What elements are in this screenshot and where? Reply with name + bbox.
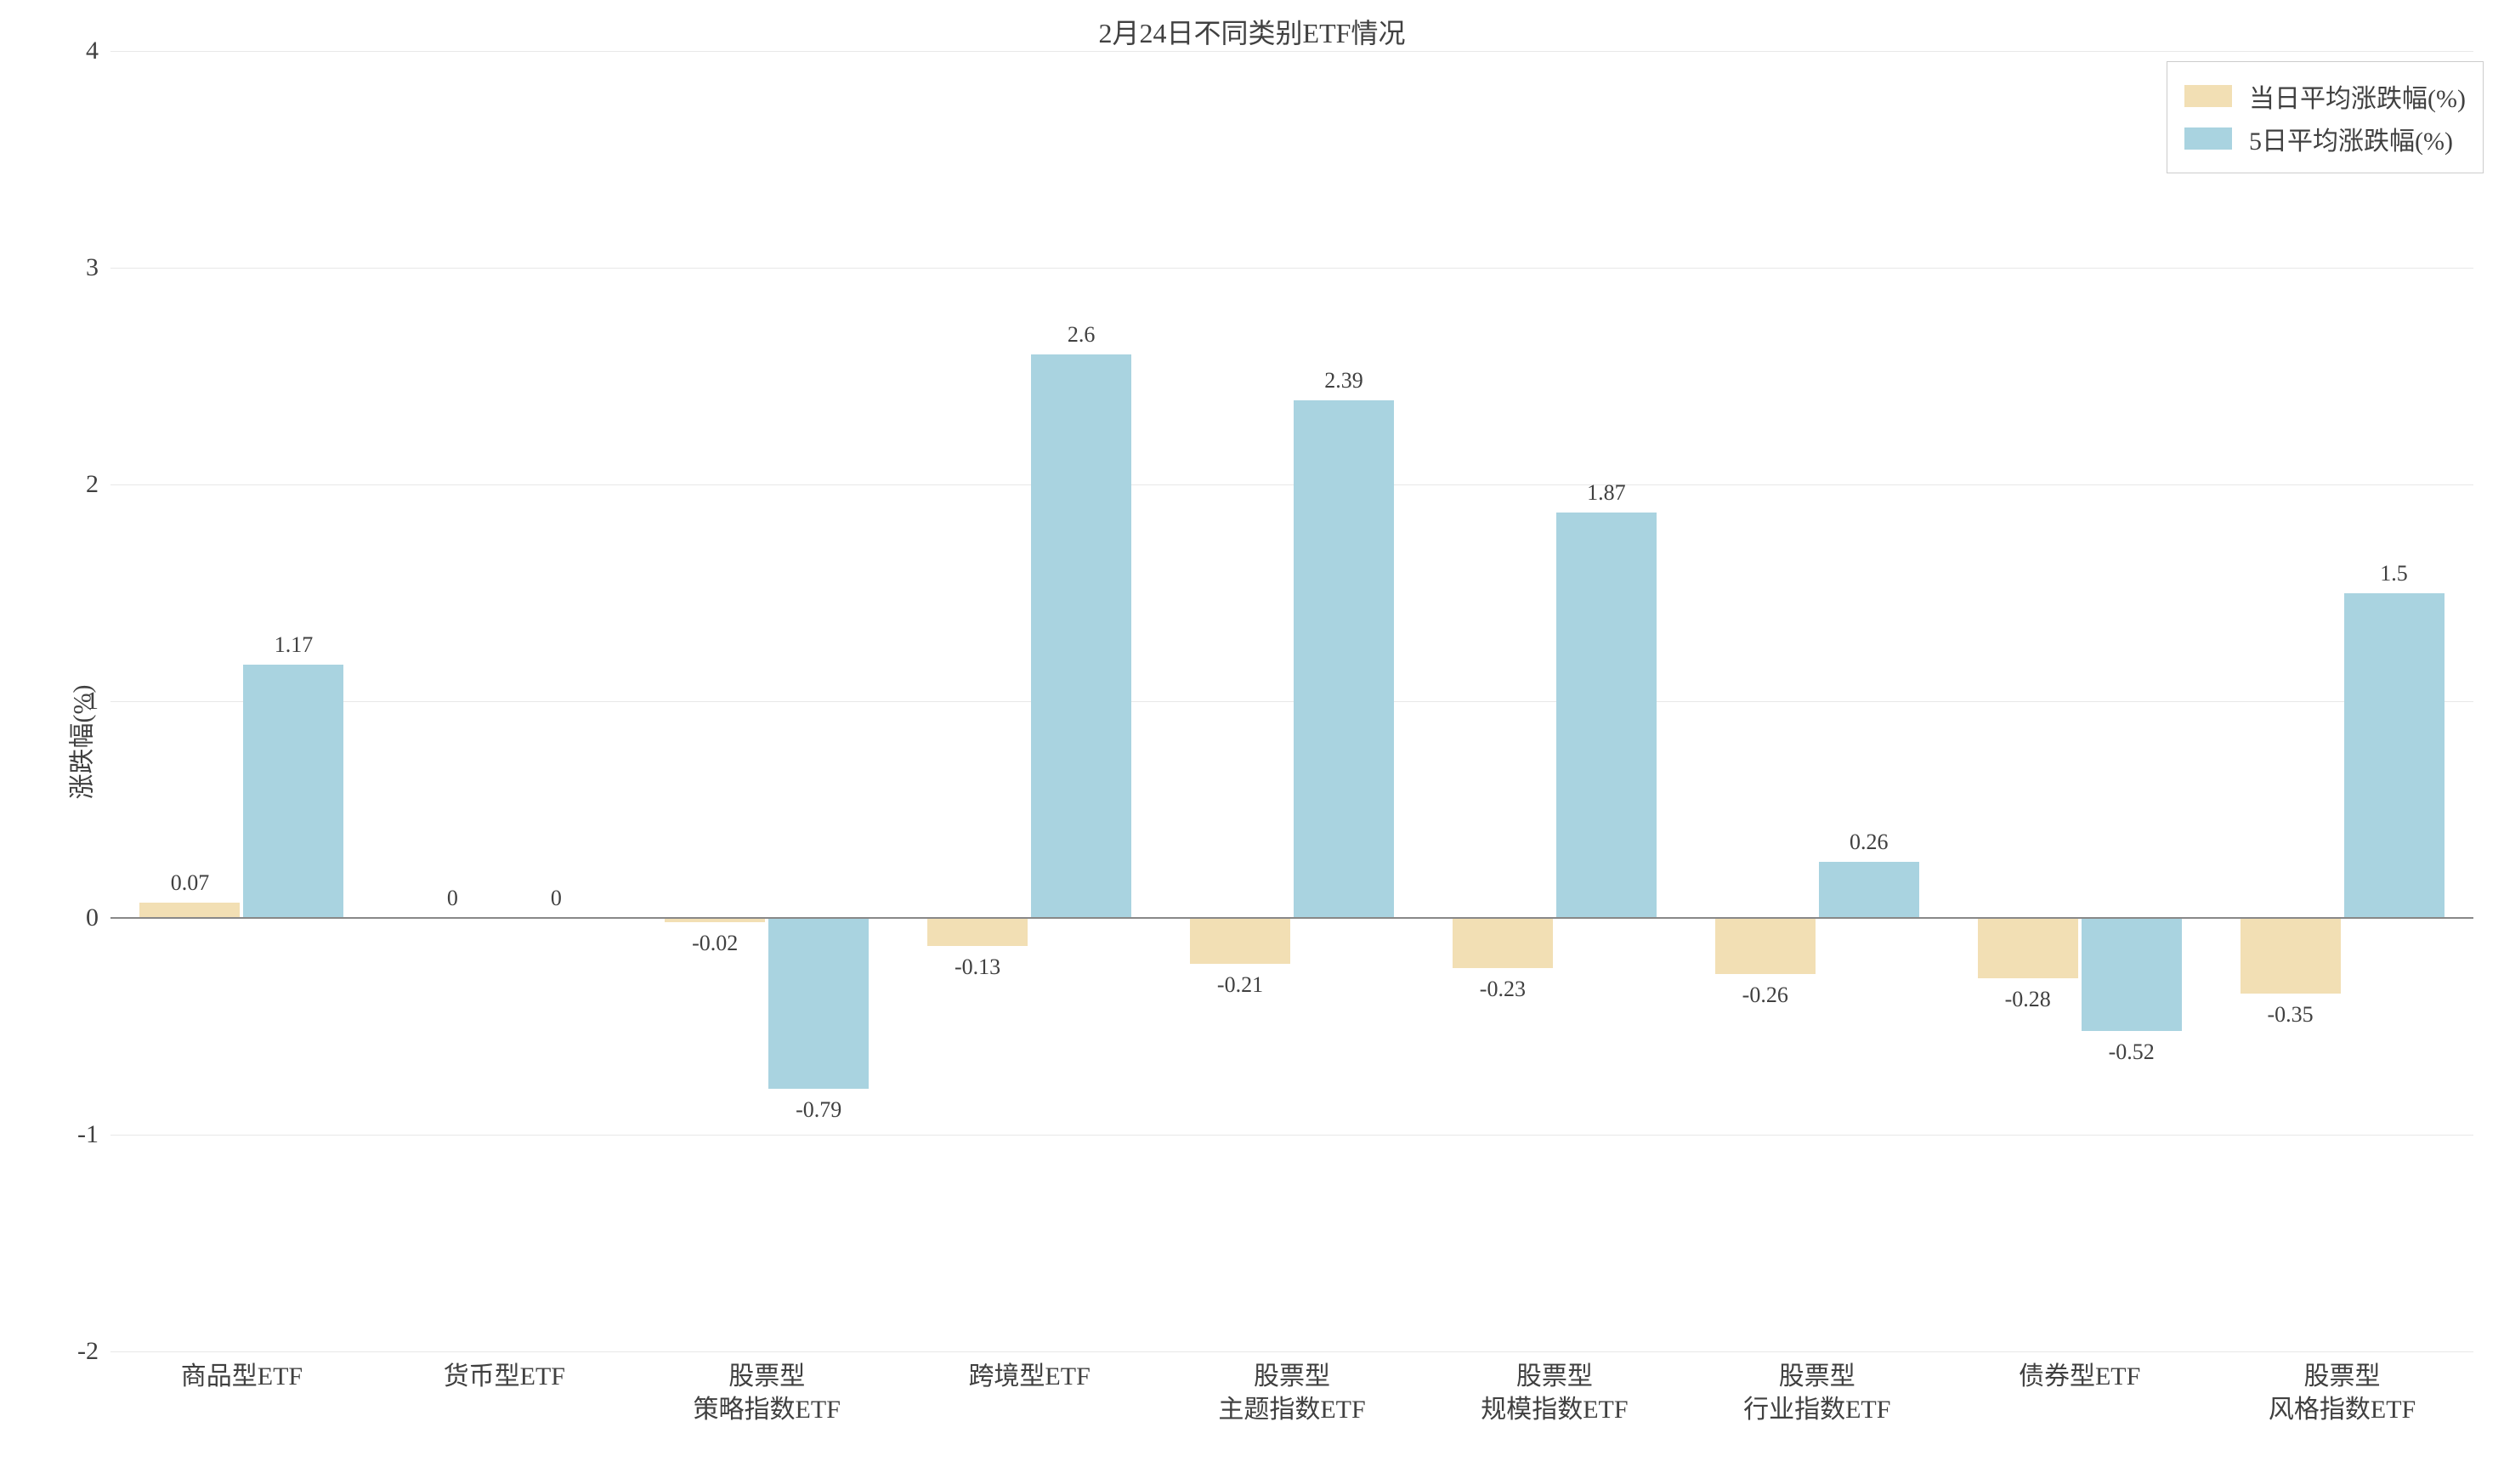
legend-label-series1: 当日平均涨跌幅(%) <box>2249 77 2466 115</box>
legend-label-series2: 5日平均涨跌幅(%) <box>2249 120 2453 157</box>
bar-value-label: 1.17 <box>275 632 314 658</box>
bar <box>2241 918 2341 994</box>
bar-value-label: -0.23 <box>1480 977 1526 1002</box>
bar <box>768 918 869 1089</box>
gridline <box>110 1135 2473 1136</box>
gridline <box>110 1351 2473 1352</box>
bar <box>1715 918 1816 974</box>
bar-value-label: 0.07 <box>171 870 210 896</box>
legend-item-series1: 当日平均涨跌幅(%) <box>2184 77 2466 115</box>
bar-value-label: 1.5 <box>2380 561 2408 586</box>
bar-value-label: -0.13 <box>955 954 1000 980</box>
x-tick-label: 股票型 规模指数ETF <box>1481 1360 1628 1426</box>
bar <box>2082 918 2182 1031</box>
y-tick-label: 2 <box>86 470 99 499</box>
etf-bar-chart: 2月24日不同类别ETF情况 涨跌幅(%) -2-101234 0.071.17… <box>0 0 2504 1484</box>
legend-item-series2: 5日平均涨跌幅(%) <box>2184 120 2466 157</box>
bar <box>1453 918 1553 968</box>
y-tick-label: 3 <box>86 253 99 282</box>
y-tick-label: 4 <box>86 37 99 65</box>
legend: 当日平均涨跌幅(%) 5日平均涨跌幅(%) <box>2167 61 2484 173</box>
bar <box>927 918 1028 946</box>
bar-value-label: 0 <box>447 886 458 911</box>
gridline <box>110 268 2473 269</box>
x-tick-label: 跨境型ETF <box>968 1360 1090 1393</box>
bar-value-label: 2.6 <box>1068 322 1096 348</box>
gridline <box>110 484 2473 485</box>
bar-value-label: -0.26 <box>1742 983 1788 1008</box>
y-tick-label: 1 <box>86 687 99 716</box>
bar-value-label: -0.79 <box>796 1097 841 1123</box>
x-tick-label: 股票型 风格指数ETF <box>2269 1360 2416 1426</box>
bar-value-label: 0.26 <box>1850 830 1889 855</box>
gridline <box>110 51 2473 52</box>
bar <box>139 903 240 918</box>
x-tick-label: 股票型 主题指数ETF <box>1218 1360 1365 1426</box>
x-tick-label: 商品型ETF <box>181 1360 303 1393</box>
y-tick-label: -2 <box>77 1337 99 1366</box>
y-tick-label: -1 <box>77 1120 99 1149</box>
x-tick-label: 股票型 行业指数ETF <box>1743 1360 1890 1426</box>
bar-value-label: -0.28 <box>2005 987 2051 1012</box>
bar <box>2344 593 2445 919</box>
bar-value-label: 2.39 <box>1324 368 1363 394</box>
x-tick-label: 货币型ETF <box>444 1360 565 1393</box>
bar-value-label: -0.35 <box>2267 1002 2313 1028</box>
bar <box>1556 513 1657 918</box>
bar <box>1819 862 1919 918</box>
x-tick-label: 股票型 策略指数ETF <box>694 1360 841 1426</box>
bar-value-label: 0 <box>551 886 562 911</box>
bar-value-label: -0.02 <box>692 931 738 956</box>
bar <box>1031 354 1131 918</box>
bar-value-label: -0.52 <box>2109 1039 2155 1065</box>
bar <box>1190 918 1290 964</box>
gridline <box>110 701 2473 702</box>
chart-title: 2月24日不同类别ETF情况 <box>0 12 2504 51</box>
bar <box>1294 400 1394 918</box>
bar-value-label: -0.21 <box>1217 972 1263 998</box>
bar <box>243 665 343 918</box>
legend-swatch-series1 <box>2184 85 2232 107</box>
y-tick-label: 0 <box>86 903 99 932</box>
x-tick-label: 债券型ETF <box>2019 1360 2140 1393</box>
bar <box>1978 918 2078 978</box>
legend-swatch-series2 <box>2184 127 2232 150</box>
bar-value-label: 1.87 <box>1587 480 1626 506</box>
